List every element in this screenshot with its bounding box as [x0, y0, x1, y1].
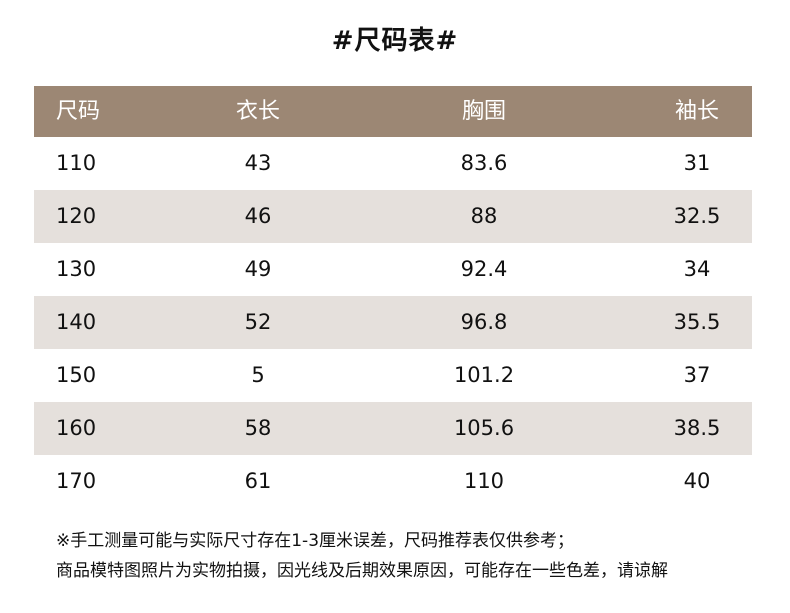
- table-row: 110 43 83.6 31: [34, 137, 752, 190]
- header-chest: 胸围: [461, 99, 506, 124]
- cell-sleeve: 34: [683, 257, 711, 281]
- cell-length: 5: [251, 363, 265, 387]
- page-title: #尺码表#: [331, 26, 459, 56]
- cell-length: 49: [244, 257, 272, 281]
- cell-chest: 88: [470, 204, 498, 228]
- header-sleeve: 袖长: [674, 99, 719, 124]
- cell-length: 58: [244, 416, 272, 440]
- cell-size: 170: [56, 469, 97, 493]
- cell-size: 130: [56, 257, 97, 281]
- table-row: 140 52 96.8 35.5: [34, 296, 752, 349]
- cell-length: 46: [244, 204, 272, 228]
- cell-chest: 83.6: [460, 151, 508, 175]
- cell-length: 61: [244, 469, 272, 493]
- table-row: 150 5 101.2 37: [34, 349, 752, 402]
- cell-chest: 101.2: [453, 363, 515, 387]
- cell-size: 110: [56, 151, 97, 175]
- table-row: 130 49 92.4 34: [34, 243, 752, 296]
- table-row: 170 61 110 40: [34, 455, 752, 508]
- note-line-2: 商品模特图照片为实物拍摄，因光线及后期效果原因，可能存在一些色差，请谅解: [56, 561, 668, 581]
- table-row: 120 46 88 32.5: [34, 190, 752, 243]
- header-size: 尺码: [56, 99, 101, 124]
- note-line-1: ※手工测量可能与实际尺寸存在1-3厘米误差，尺码推荐表仅供参考；: [56, 531, 575, 551]
- cell-sleeve: 40: [683, 469, 711, 493]
- cell-sleeve: 32.5: [673, 204, 721, 228]
- cell-length: 43: [244, 151, 272, 175]
- table-header: 尺码 衣长 胸围 袖长: [34, 86, 752, 137]
- measurement-notes: ※手工测量可能与实际尺寸存在1-3厘米误差，尺码推荐表仅供参考； 商品模特图照片…: [56, 526, 668, 586]
- cell-size: 140: [56, 310, 97, 334]
- cell-chest: 110: [463, 469, 505, 493]
- cell-size: 120: [56, 204, 97, 228]
- cell-sleeve: 35.5: [673, 310, 721, 334]
- cell-chest: 105.6: [453, 416, 515, 440]
- cell-size: 150: [56, 363, 97, 387]
- cell-size: 160: [56, 416, 97, 440]
- size-chart-table: 尺码 衣长 胸围 袖长 110 43 83.6 31 120 46 88 32.…: [34, 86, 752, 508]
- header-length: 衣长: [235, 99, 280, 124]
- cell-sleeve: 37: [683, 363, 711, 387]
- cell-length: 52: [244, 310, 272, 334]
- cell-sleeve: 31: [683, 151, 711, 175]
- cell-sleeve: 38.5: [673, 416, 721, 440]
- cell-chest: 92.4: [460, 257, 508, 281]
- cell-chest: 96.8: [460, 310, 508, 334]
- table-row: 160 58 105.6 38.5: [34, 402, 752, 455]
